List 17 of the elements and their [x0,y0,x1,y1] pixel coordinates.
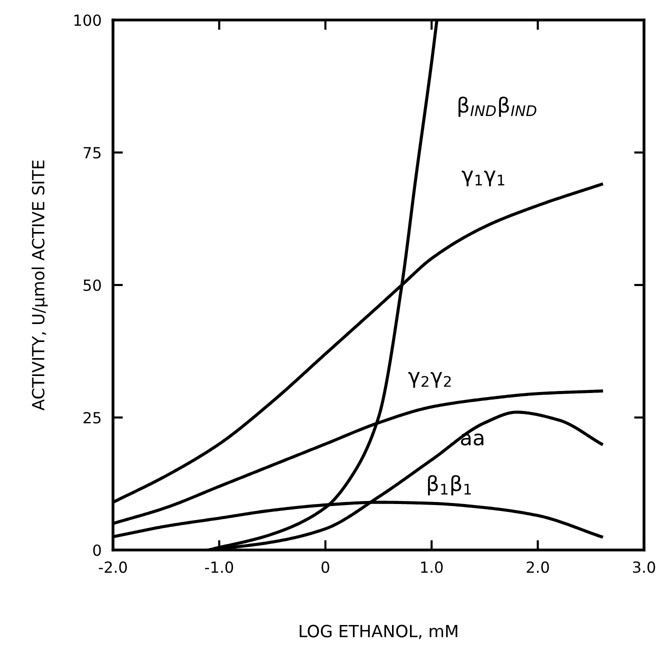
x-tick-label: 3.0 [633,561,656,573]
series-label: γ$_{2}$γ$_{2}$ [408,372,451,388]
y-tick-label: 50 [84,279,101,292]
x-tick-label: 1.0 [421,561,443,573]
y-tick-label: 100 [74,14,101,26]
x-tick-label: -2.0 [98,561,127,573]
x-tick-label: 2.0 [526,561,549,573]
x-axis-title: LOG ETHANOL, mM [300,624,458,640]
y-tick-label: 75 [84,147,101,159]
series-label: γ$_{1}$γ$_{1}$ [462,170,504,186]
y-axis-title: ACTIVITY, U/μmol ACTIVE SITE [32,160,48,410]
x-tick-label: 0 [322,561,330,573]
y-tick-label: 25 [84,412,101,424]
series-label: β$_{IND}$β$_{IND}$ [458,96,536,117]
series-label: β$_{1}$β$_{1}$ [428,475,471,496]
x-tick-label: -1.0 [205,561,234,573]
y-tick-label: 0 [93,544,101,556]
